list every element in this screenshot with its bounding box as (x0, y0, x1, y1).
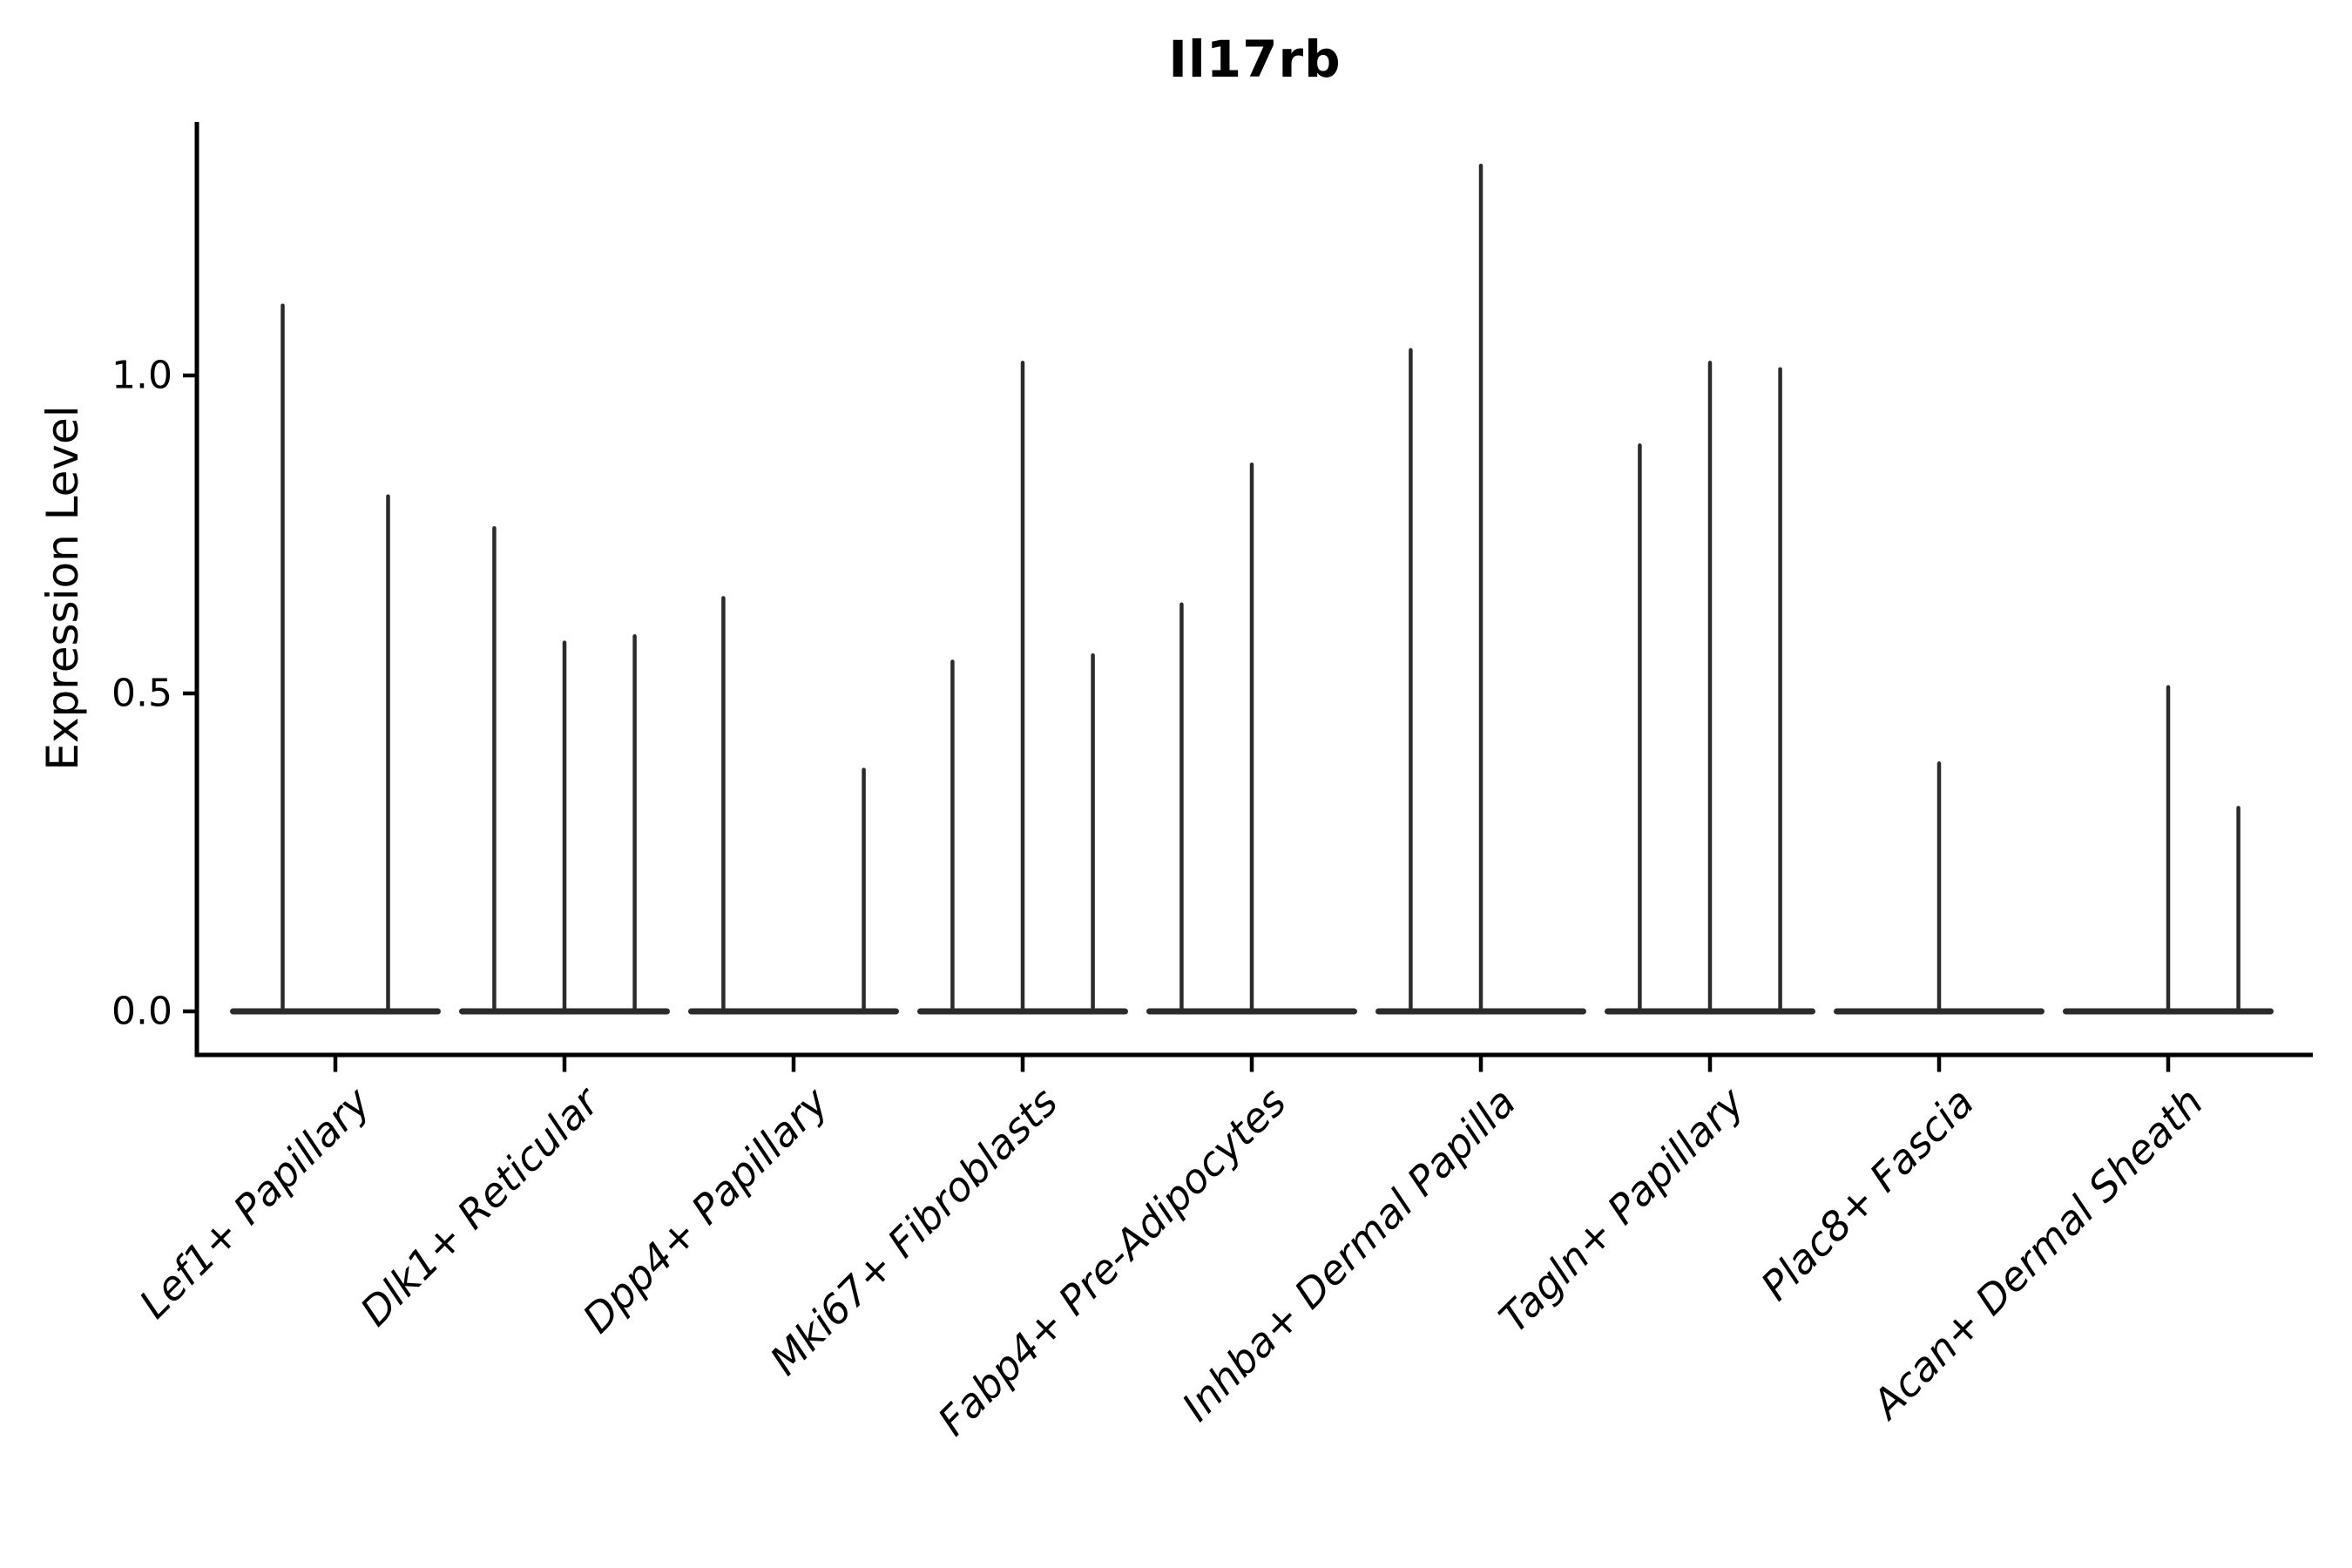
y-tick-label: 1.0 (112, 354, 172, 398)
y-tick-label: 0.0 (112, 990, 172, 1034)
violin-baseline (688, 1008, 899, 1015)
y-tick-label: 0.5 (112, 672, 172, 716)
violin-baseline (230, 1008, 441, 1015)
chart-title: Il17rb (1168, 30, 1342, 89)
